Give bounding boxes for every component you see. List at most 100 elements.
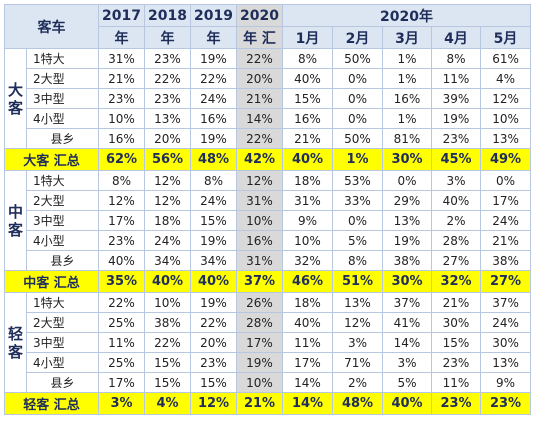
table-row: 4小型 23% 24% 19% 16% 10% 5% 19% 28% 21% — [5, 230, 532, 251]
group-label-char: 客 — [7, 98, 23, 117]
value-cell: 37% — [382, 292, 432, 313]
value-cell: 17% — [98, 372, 145, 393]
table-row: 大客 1特大 31% 23% 19% 22% 8% 50% 1% 8% 61% — [4, 48, 532, 149]
value-cell: 40% — [98, 250, 145, 271]
total-value-cell: 40% — [190, 270, 237, 293]
value-cell: 17% — [479, 190, 532, 211]
group-label: 中客 — [4, 170, 27, 271]
total-value-cell: 62% — [98, 148, 145, 171]
value-cell: 2% — [332, 372, 383, 393]
value-cell: 8% — [431, 48, 481, 69]
value-cell: 24% — [144, 230, 191, 251]
value-cell: 37% — [479, 292, 532, 313]
value-cell: 8% — [282, 48, 333, 69]
total-value-cell: 30% — [382, 270, 432, 293]
value-cell: 61% — [479, 48, 532, 69]
row-label: 1特大 — [26, 48, 99, 69]
value-cell: 40% — [282, 68, 333, 89]
value-cell: 12% — [144, 170, 191, 191]
value-cell: 4% — [479, 68, 532, 89]
total-value-cell: 21% — [236, 392, 283, 415]
value-cell: 28% — [236, 312, 283, 333]
month-header: 5月 — [479, 26, 532, 49]
total-value-cell: 42% — [236, 148, 283, 171]
group-label-char: 轻 — [7, 324, 23, 343]
value-cell: 38% — [382, 250, 432, 271]
value-cell: 12% — [98, 190, 145, 211]
value-cell: 17% — [236, 332, 283, 353]
value-cell: 23% — [144, 48, 191, 69]
table-row: 3中型 23% 23% 24% 21% 15% 0% 16% 39% 12% — [5, 88, 532, 109]
value-cell: 11% — [98, 332, 145, 353]
value-cell: 23% — [431, 352, 481, 373]
year-2020-top: 2020 — [236, 4, 283, 27]
year-2019-bottom: 年 — [190, 26, 237, 49]
value-cell: 34% — [144, 250, 191, 271]
total-value-cell: 23% — [431, 392, 481, 415]
row-label: 2大型 — [26, 312, 99, 333]
table-row: 2大型 21% 22% 22% 20% 40% 0% 1% 11% 4% — [5, 68, 532, 89]
group-label: 轻客 — [4, 292, 27, 393]
value-cell: 19% — [190, 128, 237, 149]
value-cell: 24% — [479, 312, 532, 333]
value-cell: 21% — [282, 128, 333, 149]
value-cell: 26% — [236, 292, 283, 313]
total-value-cell: 56% — [144, 148, 191, 171]
value-cell: 31% — [236, 190, 283, 211]
total-value-cell: 32% — [431, 270, 481, 293]
value-cell: 22% — [98, 292, 145, 313]
value-cell: 31% — [282, 190, 333, 211]
value-cell: 19% — [190, 48, 237, 69]
total-value-cell: 35% — [98, 270, 145, 293]
total-value-cell: 40% — [382, 392, 432, 415]
value-cell: 0% — [382, 170, 432, 191]
month-header: 2月 — [332, 26, 383, 49]
total-value-cell: 30% — [382, 148, 432, 171]
value-cell: 23% — [144, 88, 191, 109]
value-cell: 22% — [236, 48, 283, 69]
row-label: 1特大 — [26, 170, 99, 191]
value-cell: 8% — [332, 250, 383, 271]
row-label: 县乡 — [26, 128, 99, 149]
value-cell: 9% — [479, 372, 532, 393]
row-label: 2大型 — [26, 68, 99, 89]
total-value-cell: 3% — [98, 392, 145, 415]
value-cell: 28% — [431, 230, 481, 251]
total-value-cell: 27% — [479, 270, 532, 293]
value-cell: 16% — [98, 128, 145, 149]
value-cell: 22% — [236, 128, 283, 149]
row-label: 3中型 — [26, 332, 99, 353]
value-cell: 32% — [282, 250, 333, 271]
value-cell: 13% — [382, 210, 432, 231]
value-cell: 0% — [332, 68, 383, 89]
value-cell: 23% — [98, 230, 145, 251]
total-value-cell: 40% — [282, 148, 333, 171]
value-cell: 17% — [282, 352, 333, 373]
value-cell: 0% — [332, 210, 383, 231]
value-cell: 19% — [190, 292, 237, 313]
month-header: 4月 — [431, 26, 481, 49]
value-cell: 0% — [332, 108, 383, 129]
total-row: 轻客 汇总 3% 4% 12% 21% 14% 48% 40% 23% 23% — [4, 392, 532, 415]
group-label-char: 大 — [7, 80, 23, 99]
value-cell: 1% — [382, 108, 432, 129]
value-cell: 30% — [431, 312, 481, 333]
share-table: 客车 2017 2018 2019 2020 2020年 年 年 年 年 汇 1… — [4, 4, 532, 415]
value-cell: 53% — [332, 170, 383, 191]
value-cell: 71% — [332, 352, 383, 373]
value-cell: 38% — [144, 312, 191, 333]
year-2020-bottom: 年 汇 — [236, 26, 283, 49]
month-header: 1月 — [282, 26, 333, 49]
total-row: 大客 汇总 62% 56% 48% 42% 40% 1% 30% 45% 49% — [4, 148, 532, 171]
value-cell: 13% — [144, 108, 191, 129]
value-cell: 81% — [382, 128, 432, 149]
value-cell: 15% — [190, 372, 237, 393]
value-cell: 22% — [190, 68, 237, 89]
year-2018-top: 2018 — [144, 4, 191, 27]
value-cell: 23% — [98, 88, 145, 109]
value-cell: 3% — [332, 332, 383, 353]
table-body: 大客 1特大 31% 23% 19% 22% 8% 50% 1% 8% 61% 2大型 21% 22% 22… — [4, 48, 532, 415]
row-label: 4小型 — [26, 108, 99, 129]
year-2017-top: 2017 — [98, 4, 145, 27]
value-cell: 0% — [332, 88, 383, 109]
